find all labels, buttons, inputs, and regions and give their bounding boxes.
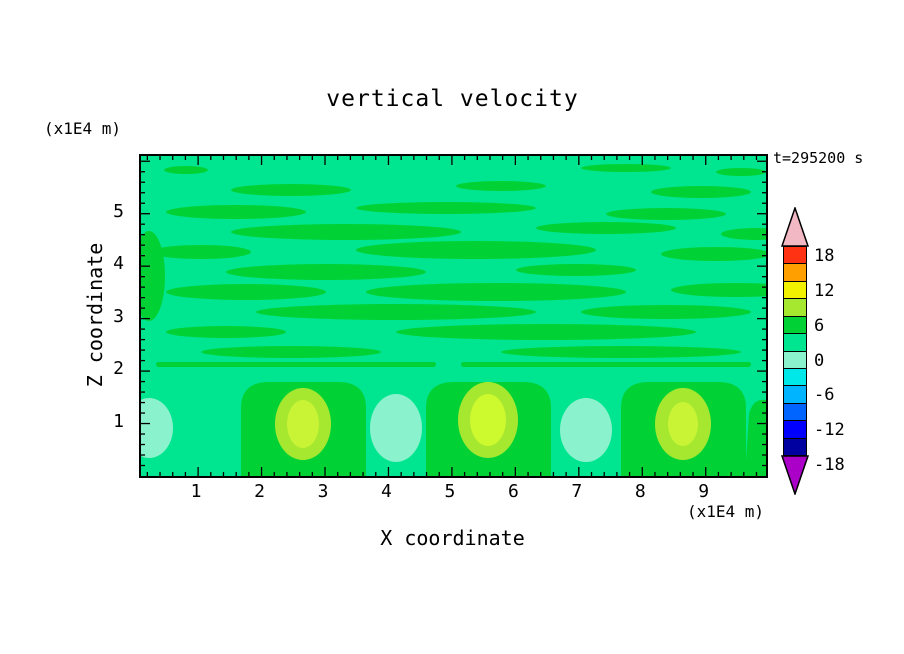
colorbar-tick-label: 18 — [814, 246, 835, 266]
colorbar-overflow-arrow-up — [781, 207, 809, 247]
contour-updraft-cores — [275, 382, 711, 460]
colorbar-tick-label: -12 — [814, 420, 845, 441]
x-tick-label: 9 — [698, 481, 710, 502]
colorbar-cell — [783, 385, 807, 404]
colorbar-cell — [783, 367, 807, 387]
x-tick-label: 7 — [571, 481, 583, 502]
colorbar-cell — [783, 246, 807, 265]
z-tick-label: 4 — [113, 253, 124, 275]
colorbar-tick-label: -18 — [814, 455, 845, 476]
contour-upper-bands — [141, 164, 766, 367]
z-tick-label: 5 — [113, 200, 124, 222]
contour-field — [141, 156, 766, 476]
colorbar-overflow-arrow-down — [781, 455, 809, 495]
colorbar-cell — [783, 402, 807, 422]
axis-tick-marks — [141, 156, 766, 476]
colorbar-tick-label: 6 — [814, 315, 825, 336]
colorbar-cell — [783, 350, 807, 369]
z-tick-label: 1 — [113, 410, 124, 432]
colorbar-cell — [783, 298, 807, 317]
colorbar-cell — [783, 437, 807, 457]
x-tick-label: 2 — [254, 481, 265, 502]
colorbar-cell — [783, 333, 807, 352]
z-tick-label: 2 — [113, 358, 124, 380]
x-axis-title: X coordinate — [380, 526, 525, 550]
colorbar-tick-label: 12 — [814, 280, 835, 301]
x-tick-label: 1 — [190, 481, 202, 502]
colorbar-cell — [783, 263, 807, 282]
z-axis-unit: (x1E4 m) — [44, 119, 122, 138]
colorbar-cell — [783, 315, 807, 335]
x-tick-label: 6 — [507, 481, 519, 502]
contour-downdraft-cores — [141, 394, 612, 462]
x-tick-label: 5 — [444, 481, 456, 502]
x-tick-label: 4 — [381, 481, 392, 502]
z-tick-label: 3 — [113, 305, 124, 327]
colorbar-cell — [783, 280, 807, 300]
colorbar — [783, 246, 807, 457]
timestamp-annotation: t=295200 s — [773, 149, 864, 167]
colorbar-tick-label: 0 — [814, 350, 825, 371]
plot-area — [139, 154, 768, 478]
colorbar-tick-label: -6 — [814, 385, 835, 406]
x-tick-label: 8 — [634, 481, 646, 502]
colorbar-cell — [783, 420, 807, 439]
x-axis-unit: (x1E4 m) — [687, 502, 765, 521]
chart-title: vertical velocity — [326, 86, 579, 112]
x-tick-label: 3 — [317, 481, 329, 502]
